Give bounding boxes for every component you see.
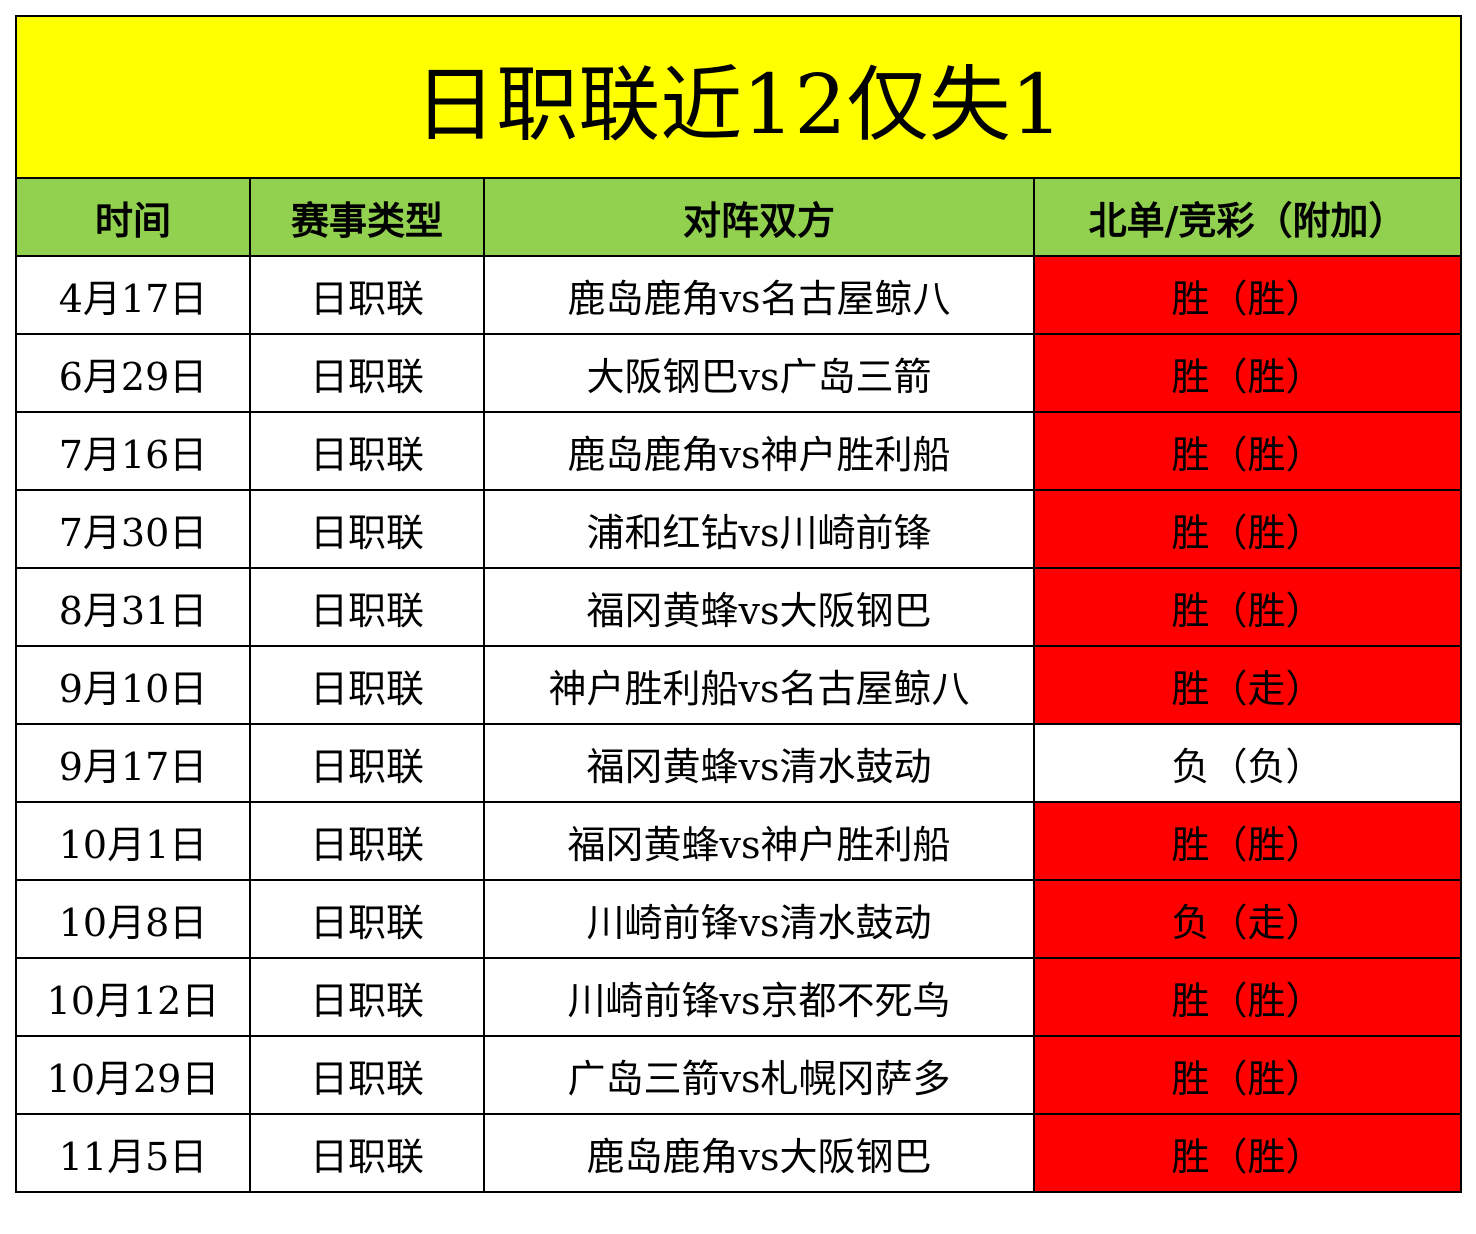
cell-league: 日职联 [249,411,485,491]
cell-date: 11月5日 [15,1113,251,1193]
cell-result: 胜（胜） [1032,411,1463,491]
cell-league: 日职联 [249,255,485,335]
cell-match: 川崎前锋vs京都不死鸟 [483,957,1035,1037]
cell-result: 胜（胜） [1032,1035,1463,1115]
cell-result: 胜（胜） [1032,957,1463,1037]
cell-date: 7月16日 [15,411,251,491]
cell-result: 胜（胜） [1032,1113,1463,1193]
cell-date: 7月30日 [15,489,251,569]
table-row: 8月31日 日职联 福冈黄蜂vs大阪钢巴 胜（胜） [15,567,1463,647]
table-row: 6月29日 日职联 大阪钢巴vs广岛三箭 胜（胜） [15,333,1463,413]
cell-date: 10月12日 [15,957,251,1037]
table-row: 10月12日 日职联 川崎前锋vs京都不死鸟 胜（胜） [15,957,1463,1037]
cell-match: 福冈黄蜂vs清水鼓动 [483,723,1035,803]
table-row: 10月8日 日职联 川崎前锋vs清水鼓动 负（走） [15,879,1463,959]
cell-date: 6月29日 [15,333,251,413]
cell-result: 负（走） [1032,879,1463,959]
cell-result: 胜（走） [1032,645,1463,725]
cell-match: 鹿岛鹿角vs大阪钢巴 [483,1113,1035,1193]
cell-match: 神户胜利船vs名古屋鲸八 [483,645,1035,725]
table-row: 9月10日 日职联 神户胜利船vs名古屋鲸八 胜（走） [15,645,1463,725]
cell-league: 日职联 [249,567,485,647]
cell-match: 鹿岛鹿角vs名古屋鲸八 [483,255,1035,335]
cell-league: 日职联 [249,879,485,959]
cell-league: 日职联 [249,1035,485,1115]
title-row: 日职联近12仅失1 [14,15,1463,179]
table-row: 11月5日 日职联 鹿岛鹿角vs大阪钢巴 胜（胜） [15,1113,1463,1193]
cell-result: 负（负） [1032,723,1463,803]
cell-league: 日职联 [249,489,485,569]
cell-date: 10月29日 [15,1035,251,1115]
table-row: 10月1日 日职联 福冈黄蜂vs神户胜利船 胜（胜） [15,801,1463,881]
cell-match: 福冈黄蜂vs大阪钢巴 [483,567,1035,647]
cell-league: 日职联 [249,645,485,725]
cell-date: 10月1日 [15,801,251,881]
table-row: 7月30日 日职联 浦和红钻vs川崎前锋 胜（胜） [15,489,1463,569]
cell-result: 胜（胜） [1032,255,1463,335]
header-row: 时间 赛事类型 对阵双方 北单/竞彩（附加） [15,177,1463,257]
header-league: 赛事类型 [249,177,485,257]
cell-match: 鹿岛鹿角vs神户胜利船 [483,411,1035,491]
cell-result: 胜（胜） [1032,333,1463,413]
cell-league: 日职联 [249,333,485,413]
table-row: 10月29日 日职联 广岛三箭vs札幌冈萨多 胜（胜） [15,1035,1463,1115]
cell-match: 福冈黄蜂vs神户胜利船 [483,801,1035,881]
cell-date: 4月17日 [15,255,251,335]
cell-date: 8月31日 [15,567,251,647]
table-row: 7月16日 日职联 鹿岛鹿角vs神户胜利船 胜（胜） [15,411,1463,491]
page-title: 日职联近12仅失1 [14,15,1463,179]
cell-league: 日职联 [249,1113,485,1193]
cell-league: 日职联 [249,801,485,881]
header-date: 时间 [15,177,251,257]
cell-result: 胜（胜） [1032,489,1463,569]
cell-match: 广岛三箭vs札幌冈萨多 [483,1035,1035,1115]
cell-result: 胜（胜） [1032,567,1463,647]
results-table: 日职联近12仅失1 时间 赛事类型 对阵双方 北单/竞彩（附加） 4月17日 日职… [14,15,1463,1193]
cell-league: 日职联 [249,723,485,803]
table-row: 9月17日 日职联 福冈黄蜂vs清水鼓动 负（负） [15,723,1463,803]
table-row: 4月17日 日职联 鹿岛鹿角vs名古屋鲸八 胜（胜） [15,255,1463,335]
header-result: 北单/竞彩（附加） [1032,177,1463,257]
cell-match: 浦和红钻vs川崎前锋 [483,489,1035,569]
header-match: 对阵双方 [483,177,1035,257]
cell-match: 川崎前锋vs清水鼓动 [483,879,1035,959]
cell-date: 9月10日 [15,645,251,725]
cell-date: 9月17日 [15,723,251,803]
cell-date: 10月8日 [15,879,251,959]
cell-result: 胜（胜） [1032,801,1463,881]
cell-match: 大阪钢巴vs广岛三箭 [483,333,1035,413]
cell-league: 日职联 [249,957,485,1037]
